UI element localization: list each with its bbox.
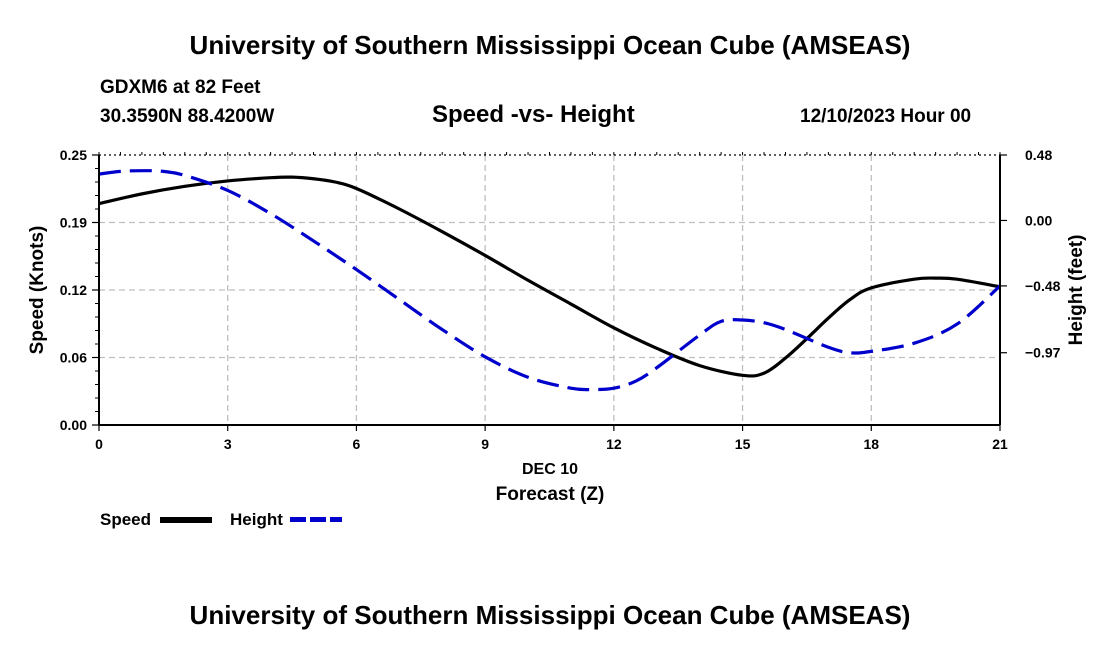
legend-height-swatch: [290, 517, 342, 522]
y-tick-label: 0.19: [60, 215, 87, 231]
legend-speed-swatch: [160, 517, 212, 523]
x-tick-label: 3: [224, 436, 232, 452]
x-axis-date-label: DEC 10: [522, 461, 578, 478]
x-tick-label: 9: [481, 436, 489, 452]
footer-title: University of Southern Mississippi Ocean…: [189, 600, 911, 630]
labels-layer: 0 3 6 9 12 15 18 21 0.00 0.06 0.12 0.19 0.25 −0.97 −0.…: [60, 147, 1061, 452]
y2-axis-title: Height (feet): [1066, 235, 1087, 346]
y-tick-label: 0.12: [60, 282, 87, 298]
x-tick-label: 0: [95, 436, 103, 452]
height-series-line: [98, 169, 1002, 392]
legend-speed-label: Speed: [100, 510, 152, 529]
y-axis-title: Speed (Knots): [27, 226, 48, 355]
x-axis-title: Forecast (Z): [496, 484, 605, 505]
station-label: GDXM6 at 82 Feet: [100, 77, 261, 98]
coordinates-label: 30.3590N 88.4200W: [100, 106, 275, 127]
datetime-label: 12/10/2023 Hour 00: [800, 106, 972, 127]
series-layer: [98, 169, 1002, 392]
y-tick-label: 0.06: [60, 350, 87, 366]
chart-title: Speed -vs- Height: [432, 101, 635, 128]
y2-tick-label: −0.97: [1025, 345, 1061, 361]
grid-layer: [99, 155, 1000, 425]
axes-layer: [92, 152, 1007, 431]
x-tick-label: 15: [735, 436, 751, 452]
x-tick-label: 21: [992, 436, 1008, 452]
y2-tick-label: 0.48: [1025, 147, 1052, 163]
x-tick-label: 12: [606, 436, 622, 452]
x-tick-label: 6: [353, 436, 361, 452]
speed-series-line: [98, 175, 1001, 378]
x-tick-label: 18: [863, 436, 879, 452]
legend-height-label: Height: [230, 510, 283, 529]
y-tick-label: 0.00: [60, 417, 87, 433]
y-tick-label: 0.25: [60, 147, 87, 163]
page-title: University of Southern Mississippi Ocean…: [189, 30, 911, 60]
y2-tick-label: −0.48: [1025, 278, 1061, 294]
y2-tick-label: 0.00: [1025, 212, 1052, 228]
